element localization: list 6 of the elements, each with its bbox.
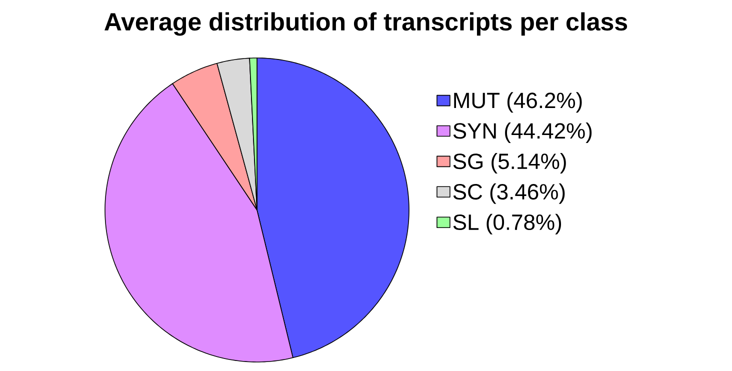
legend-label: MUT (46.2%) — [454, 92, 582, 113]
legend-label: SG (5.14%) — [453, 152, 566, 174]
legend-label: SL (0.78%) — [453, 214, 562, 234]
legend-label: SC (3.46%) — [453, 183, 565, 204]
legend-label: SYN (44.42%) — [453, 122, 592, 144]
chart-title: Average distribution of transcripts per class — [104, 12, 628, 36]
